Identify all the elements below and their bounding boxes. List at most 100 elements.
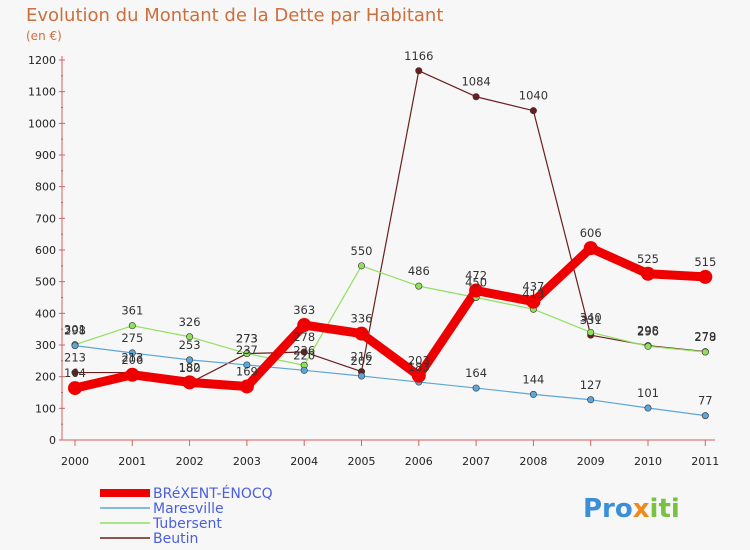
data-label-beutin: 279 xyxy=(694,330,716,344)
data-point-tubersent xyxy=(701,348,709,356)
data-point-br-xent-nocq xyxy=(641,266,655,281)
y-tick-label: 800 xyxy=(35,181,56,194)
data-point-br-xent-nocq xyxy=(411,368,426,383)
data-point-maresville xyxy=(587,396,595,404)
data-label-beutin: 273 xyxy=(236,332,258,346)
data-point-tubersent xyxy=(587,328,595,336)
data-point-tubersent xyxy=(186,333,194,341)
data-point-br-xent-nocq xyxy=(354,326,369,341)
data-point-br-xent-nocq xyxy=(469,283,484,298)
data-point-br-xent-nocq xyxy=(182,375,197,390)
data-label-tubersent: 340 xyxy=(580,310,602,324)
legend-label: BRéXENT-ÉNOCQ xyxy=(153,485,273,502)
data-label-maresville: 202 xyxy=(351,354,373,368)
data-point-br-xent-nocq xyxy=(698,269,713,284)
data-point-tubersent xyxy=(357,262,365,270)
data-point-maresville xyxy=(644,404,652,412)
data-label-br-xent-nocq: 363 xyxy=(293,303,315,317)
legend-label: Tubersent xyxy=(152,516,222,532)
data-point-maresville xyxy=(128,349,136,357)
series-line-br-xent-nocq xyxy=(73,243,706,393)
y-tick-label: 1100 xyxy=(28,86,56,99)
legend-label: Beutin xyxy=(153,531,198,547)
data-point-maresville xyxy=(357,372,365,380)
data-point-br-xent-nocq xyxy=(239,379,254,394)
data-point-beutin xyxy=(300,348,308,356)
data-labels: 213 213 180 273 278 216 1166 1084 1040 331 298 279 3… xyxy=(64,49,716,408)
data-point-br-xent-nocq xyxy=(583,241,598,256)
data-point-tubersent xyxy=(243,350,251,358)
legend-label: Maresville xyxy=(153,501,224,517)
data-label-tubersent: 486 xyxy=(408,264,430,278)
data-label-tubersent: 236 xyxy=(293,343,315,357)
data-label-br-xent-nocq: 472 xyxy=(465,269,487,283)
data-label-br-xent-nocq: 437 xyxy=(522,280,544,294)
data-point-br-xent-nocq xyxy=(68,381,82,396)
data-label-tubersent: 278 xyxy=(694,330,716,344)
data-point-beutin xyxy=(71,369,79,377)
data-point-beutin xyxy=(472,93,480,101)
data-point-tubersent xyxy=(644,342,652,350)
x-tick-label: 2010 xyxy=(634,455,662,468)
data-label-maresville: 298 xyxy=(64,324,86,338)
series-line-maresville xyxy=(74,345,706,417)
data-label-br-xent-nocq: 336 xyxy=(351,312,373,326)
x-tick-label: 2001 xyxy=(118,455,146,468)
data-label-maresville: 127 xyxy=(580,378,602,392)
data-point-maresville xyxy=(300,366,308,374)
y-tick-label: 200 xyxy=(35,371,56,384)
data-point-beutin xyxy=(529,107,537,115)
data-label-beutin: 1040 xyxy=(519,89,548,103)
data-label-beutin: 1084 xyxy=(461,75,490,89)
data-label-br-xent-nocq: 515 xyxy=(694,255,716,269)
x-tick-label: 2004 xyxy=(290,455,318,468)
x-tick-label: 2003 xyxy=(233,455,261,468)
data-point-br-xent-nocq xyxy=(526,294,541,309)
y-tick-label: 100 xyxy=(35,402,56,415)
data-label-maresville: 253 xyxy=(179,338,201,352)
data-label-maresville: 237 xyxy=(236,343,258,357)
y-tick-label: 0 xyxy=(49,434,56,447)
series-points xyxy=(68,67,713,420)
data-label-beutin: 180 xyxy=(179,361,201,375)
x-tick-label: 2000 xyxy=(61,455,89,468)
data-point-maresville xyxy=(701,412,709,420)
data-point-tubersent xyxy=(415,282,423,290)
data-label-br-xent-nocq: 606 xyxy=(580,226,602,240)
data-point-tubersent xyxy=(128,322,136,330)
data-label-br-xent-nocq: 206 xyxy=(121,353,143,367)
series-lines xyxy=(73,70,706,417)
axes: 0 100 200 300 400 500 600 700 800 900 1000 1100 1200… xyxy=(28,54,719,468)
data-label-maresville: 101 xyxy=(637,386,659,400)
data-label-tubersent: 273 xyxy=(236,332,258,346)
data-label-tubersent: 413 xyxy=(522,287,544,301)
y-tick-label: 1000 xyxy=(28,117,56,130)
data-label-tubersent: 296 xyxy=(637,324,659,338)
data-label-br-xent-nocq: 525 xyxy=(637,252,659,266)
data-point-maresville xyxy=(472,384,480,392)
data-label-br-xent-nocq: 164 xyxy=(64,366,86,380)
chart-title: Evolution du Montant de la Dette par Hab… xyxy=(26,5,443,26)
data-point-maresville xyxy=(186,356,194,364)
data-point-br-xent-nocq xyxy=(125,367,140,382)
y-tick-label: 600 xyxy=(35,244,56,257)
data-label-tubersent: 450 xyxy=(465,276,487,290)
data-point-maresville xyxy=(71,342,79,350)
chart-unit: (en €) xyxy=(26,29,62,43)
data-label-maresville: 144 xyxy=(522,372,544,386)
data-label-br-xent-nocq: 182 xyxy=(179,360,201,374)
series-line-tubersent xyxy=(74,265,706,366)
data-label-tubersent: 361 xyxy=(121,304,143,318)
data-point-maresville xyxy=(243,361,251,369)
data-label-tubersent: 301 xyxy=(64,323,86,337)
data-label-beutin: 278 xyxy=(293,330,315,344)
y-tick-label: 1200 xyxy=(28,54,56,67)
y-tick-label: 500 xyxy=(35,276,56,289)
data-point-beutin xyxy=(415,67,423,75)
data-label-maresville: 77 xyxy=(698,394,713,408)
data-label-beutin: 1166 xyxy=(404,49,433,63)
data-label-beutin: 213 xyxy=(121,351,143,365)
x-tick-label: 2006 xyxy=(405,455,433,468)
y-tick-label: 900 xyxy=(35,149,56,162)
